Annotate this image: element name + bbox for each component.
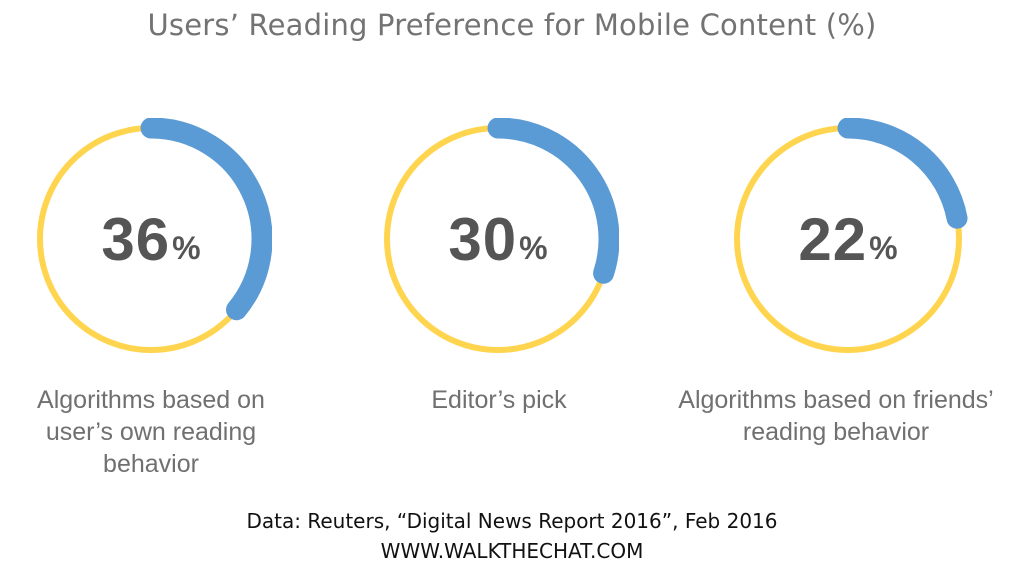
donut-3-svg <box>734 118 968 353</box>
chart-source: Data: Reuters, “Digital News Report 2016… <box>0 506 1024 566</box>
donut-1-label-line-3: behavior <box>103 450 199 478</box>
donut-1-percent-sign: % <box>172 229 201 266</box>
donut-2-number: 30 <box>448 205 518 273</box>
donut-1-label: Algorithms based on user’s own reading b… <box>0 384 302 480</box>
donut-3-label-line-2: reading behavior <box>742 418 930 446</box>
donut-3: 22% <box>727 118 969 360</box>
donut-1: 36% <box>30 118 272 360</box>
donut-3-value: 22% <box>727 118 969 360</box>
donut-1-label-line-2: user’s own reading <box>45 418 257 446</box>
donut-2-label: Editor’s pick <box>348 384 650 416</box>
donut-3-label-line-1: Algorithms based on friends’ <box>678 386 994 414</box>
donut-3-percent-sign: % <box>869 229 898 266</box>
website-credit: WWW.WALKTHECHAT.COM <box>380 539 644 563</box>
donut-2-label-line-1: Editor’s pick <box>431 386 567 414</box>
donut-2-percent-sign: % <box>519 229 548 266</box>
source-note: Data: Reuters, “Digital News Report 2016… <box>246 509 778 533</box>
donut-1-value-arc <box>140 118 272 321</box>
donut-3-value-arc <box>837 118 968 229</box>
chart-title: Users’ Reading Preference for Mobile Con… <box>147 8 877 42</box>
donut-3-number: 22 <box>798 205 868 273</box>
donut-2-svg <box>384 118 619 353</box>
donut-1-svg <box>37 118 272 353</box>
donut-1-label-line-1: Algorithms based on <box>37 386 265 414</box>
donut-1-number: 36 <box>101 205 171 273</box>
donut-3-label: Algorithms based on friends’ reading beh… <box>648 384 1024 448</box>
donut-1-value: 36% <box>30 118 272 360</box>
donut-2-value-arc <box>487 118 619 284</box>
donut-2: 30% <box>377 118 619 360</box>
donut-2-value: 30% <box>377 118 619 360</box>
